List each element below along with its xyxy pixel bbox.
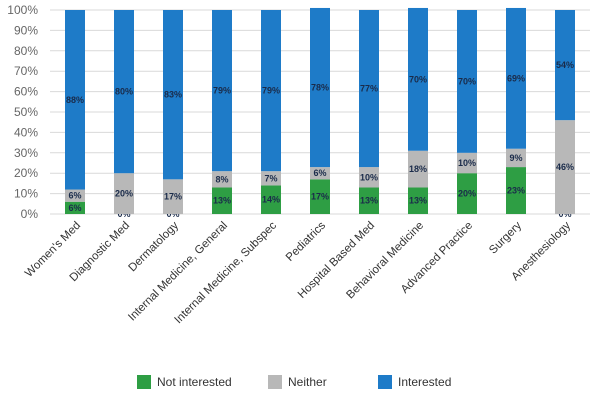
y-tick-label: 40% [14, 125, 38, 139]
bar-segment [212, 10, 232, 172]
data-label: 88% [66, 95, 84, 105]
y-tick-label: 0% [21, 207, 39, 221]
data-label: 77% [360, 84, 378, 94]
bar-segment [65, 201, 85, 214]
y-tick-label: 30% [14, 146, 38, 160]
bar-segment [163, 10, 183, 180]
y-tick-label: 60% [14, 85, 38, 99]
data-label: 69% [507, 73, 525, 83]
data-label: 20% [458, 189, 476, 199]
data-label: 9% [509, 153, 522, 163]
legend-swatch [378, 375, 392, 389]
data-label: 13% [213, 196, 231, 206]
y-tick-label: 20% [14, 166, 38, 180]
data-label: 23% [507, 186, 525, 196]
data-label: 54% [556, 60, 574, 70]
bar-segment [65, 10, 85, 190]
data-label: 13% [360, 196, 378, 206]
data-label: 7% [264, 173, 277, 183]
bar-segment [163, 179, 183, 214]
data-label: 79% [262, 86, 280, 96]
y-tick-label: 100% [7, 3, 38, 17]
data-label: 79% [213, 86, 231, 96]
bar-segment [506, 7, 526, 149]
bar-segment [310, 167, 330, 180]
legend-label: Neither [288, 375, 327, 389]
y-tick-label: 10% [14, 187, 38, 201]
bar-segment [457, 152, 477, 174]
data-label: 6% [313, 168, 326, 178]
bar-segment [408, 187, 428, 214]
legend-swatch [137, 375, 151, 389]
bar-segment [408, 150, 428, 188]
bar-segment [261, 185, 281, 214]
data-label: 20% [115, 189, 133, 199]
data-label: 13% [409, 196, 427, 206]
data-label: 14% [262, 195, 280, 205]
bar-segment [555, 10, 575, 121]
x-tick-label: Dermatology [127, 219, 182, 274]
x-tick-label: Surgery [487, 219, 524, 256]
y-tick-label: 50% [14, 105, 38, 119]
data-label: 6% [68, 191, 81, 201]
bar-segment [506, 167, 526, 214]
bar-segment [261, 171, 281, 186]
bar-segment [114, 173, 134, 214]
data-label: 83% [164, 90, 182, 100]
bar-segment [261, 10, 281, 172]
data-label: 6% [68, 203, 81, 213]
bar-segment [359, 187, 379, 214]
legend-label: Not interested [157, 375, 232, 389]
bar-segment [359, 10, 379, 168]
bar-segment [310, 7, 330, 168]
bar-segment [359, 167, 379, 188]
data-label: 10% [458, 158, 476, 168]
y-tick-label: 70% [14, 64, 38, 78]
bar-segment [212, 171, 232, 188]
x-tick-label: Internal Medicine, Subspec [173, 219, 280, 326]
bar-segment [457, 173, 477, 214]
data-label: 10% [360, 172, 378, 182]
y-tick-label: 90% [14, 23, 38, 37]
bar-segment [212, 187, 232, 214]
legend-label: Interested [398, 375, 451, 389]
data-label: 17% [311, 192, 329, 202]
y-tick-label: 80% [14, 44, 38, 58]
legend-swatch [268, 375, 282, 389]
x-tick-label: Pediatrics [284, 219, 328, 263]
bar-segment [114, 10, 134, 174]
data-label: 17% [164, 192, 182, 202]
data-label: 18% [409, 164, 427, 174]
data-label: 8% [215, 174, 228, 184]
data-label: 70% [458, 76, 476, 86]
bar-segment [65, 189, 85, 202]
data-label: 70% [409, 74, 427, 84]
data-label: 46% [556, 162, 574, 172]
x-tick-label: Internal Medicine, General [126, 220, 230, 324]
bar-segment [457, 10, 477, 153]
bar-segment [555, 120, 575, 214]
bar-segment [310, 179, 330, 214]
data-label: 78% [311, 83, 329, 93]
bar-segment [506, 148, 526, 168]
bar-segment [408, 7, 428, 151]
data-label: 80% [115, 87, 133, 97]
